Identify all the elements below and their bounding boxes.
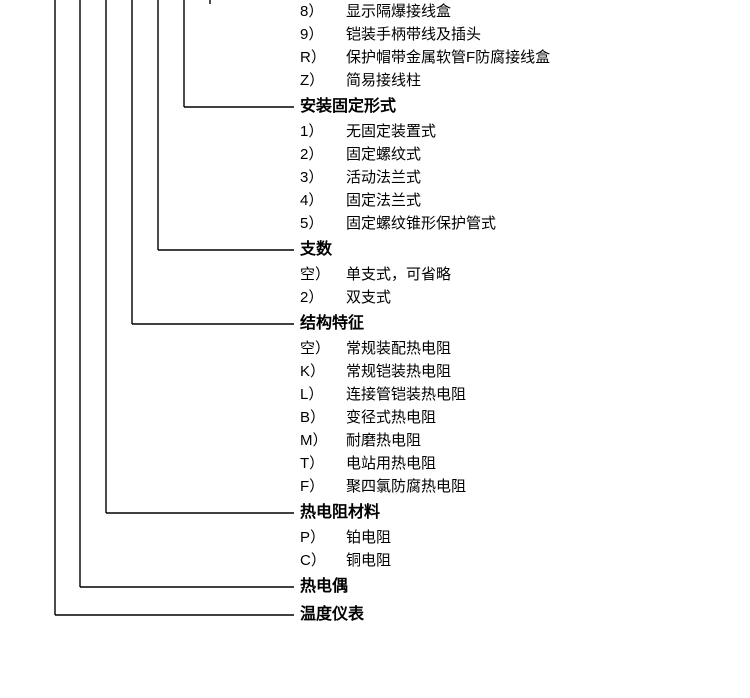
option-label: 保护帽带金属软管F防腐接线盒	[346, 46, 740, 69]
option-row: K）常规铠装热电阻	[300, 360, 740, 383]
option-row: L）连接管铠装热电阻	[300, 383, 740, 406]
option-row: R）保护帽带金属软管F防腐接线盒	[300, 46, 740, 69]
option-label: 电站用热电阻	[346, 452, 740, 475]
option-code: 空）	[300, 337, 346, 360]
option-label: 聚四氯防腐热电阻	[346, 475, 740, 498]
option-code: Z）	[300, 69, 346, 92]
option-row: 2）固定螺纹式	[300, 143, 740, 166]
section-heading: 安装固定形式	[300, 94, 740, 120]
option-code: 1）	[300, 120, 346, 143]
option-label: 耐磨热电阻	[346, 429, 740, 452]
option-code: F）	[300, 475, 346, 498]
option-label: 显示隔爆接线盒	[346, 0, 740, 23]
model-key-bracket-tree: 8）显示隔爆接线盒9）铠装手柄带线及插头R）保护帽带金属软管F防腐接线盒Z）简易…	[0, 0, 750, 698]
option-label: 无固定装置式	[346, 120, 740, 143]
option-code: 2）	[300, 143, 346, 166]
option-row: Z）简易接线柱	[300, 69, 740, 92]
option-label: 连接管铠装热电阻	[346, 383, 740, 406]
tree-lines	[0, 0, 300, 698]
section-heading: 结构特征	[300, 311, 740, 337]
option-row: 8）显示隔爆接线盒	[300, 0, 740, 23]
option-code: 3）	[300, 166, 346, 189]
content-column: 8）显示隔爆接线盒9）铠装手柄带线及插头R）保护帽带金属软管F防腐接线盒Z）简易…	[300, 0, 740, 628]
option-row: 9）铠装手柄带线及插头	[300, 23, 740, 46]
option-row: C）铜电阻	[300, 549, 740, 572]
option-code: R）	[300, 46, 346, 69]
option-row: B）变径式热电阻	[300, 406, 740, 429]
option-label: 活动法兰式	[346, 166, 740, 189]
option-code: 2）	[300, 286, 346, 309]
option-code: B）	[300, 406, 346, 429]
option-code: L）	[300, 383, 346, 406]
option-row: 4）固定法兰式	[300, 189, 740, 212]
option-row: 2）双支式	[300, 286, 740, 309]
option-code: 4）	[300, 189, 346, 212]
section-structure: 结构特征空）常规装配热电阻K）常规铠装热电阻L）连接管铠装热电阻B）变径式热电阻…	[300, 311, 740, 498]
option-label: 常规铠装热电阻	[346, 360, 740, 383]
option-code: C）	[300, 549, 346, 572]
option-code: M）	[300, 429, 346, 452]
section-heading: 热电偶	[300, 574, 740, 600]
section-heading: 支数	[300, 237, 740, 263]
option-label: 双支式	[346, 286, 740, 309]
option-label: 固定螺纹式	[346, 143, 740, 166]
option-label: 变径式热电阻	[346, 406, 740, 429]
option-row: M）耐磨热电阻	[300, 429, 740, 452]
option-code: 5）	[300, 212, 346, 235]
section-mounting: 安装固定形式1）无固定装置式2）固定螺纹式3）活动法兰式4）固定法兰式5）固定螺…	[300, 94, 740, 235]
option-label: 常规装配热电阻	[346, 337, 740, 360]
option-row: F）聚四氯防腐热电阻	[300, 475, 740, 498]
option-code: T）	[300, 452, 346, 475]
option-label: 简易接线柱	[346, 69, 740, 92]
option-label: 铜电阻	[346, 549, 740, 572]
section-junction_box: 8）显示隔爆接线盒9）铠装手柄带线及插头R）保护帽带金属软管F防腐接线盒Z）简易…	[300, 0, 740, 92]
option-code: 空）	[300, 263, 346, 286]
section-instrument: 温度仪表	[300, 602, 740, 628]
option-row: 3）活动法兰式	[300, 166, 740, 189]
option-row: 1）无固定装置式	[300, 120, 740, 143]
option-label: 铂电阻	[346, 526, 740, 549]
section-count: 支数空）单支式，可省略2）双支式	[300, 237, 740, 309]
option-code: K）	[300, 360, 346, 383]
option-row: 空）常规装配热电阻	[300, 337, 740, 360]
option-code: 8）	[300, 0, 346, 23]
section-heading: 温度仪表	[300, 602, 740, 628]
option-label: 单支式，可省略	[346, 263, 740, 286]
option-row: 5）固定螺纹锥形保护管式	[300, 212, 740, 235]
option-label: 固定法兰式	[346, 189, 740, 212]
option-code: 9）	[300, 23, 346, 46]
option-row: 空）单支式，可省略	[300, 263, 740, 286]
option-row: P）铂电阻	[300, 526, 740, 549]
section-material: 热电阻材料P）铂电阻C）铜电阻	[300, 500, 740, 572]
option-row: T）电站用热电阻	[300, 452, 740, 475]
option-code: P）	[300, 526, 346, 549]
option-label: 固定螺纹锥形保护管式	[346, 212, 740, 235]
section-heading: 热电阻材料	[300, 500, 740, 526]
option-label: 铠装手柄带线及插头	[346, 23, 740, 46]
section-thermocouple: 热电偶	[300, 574, 740, 600]
